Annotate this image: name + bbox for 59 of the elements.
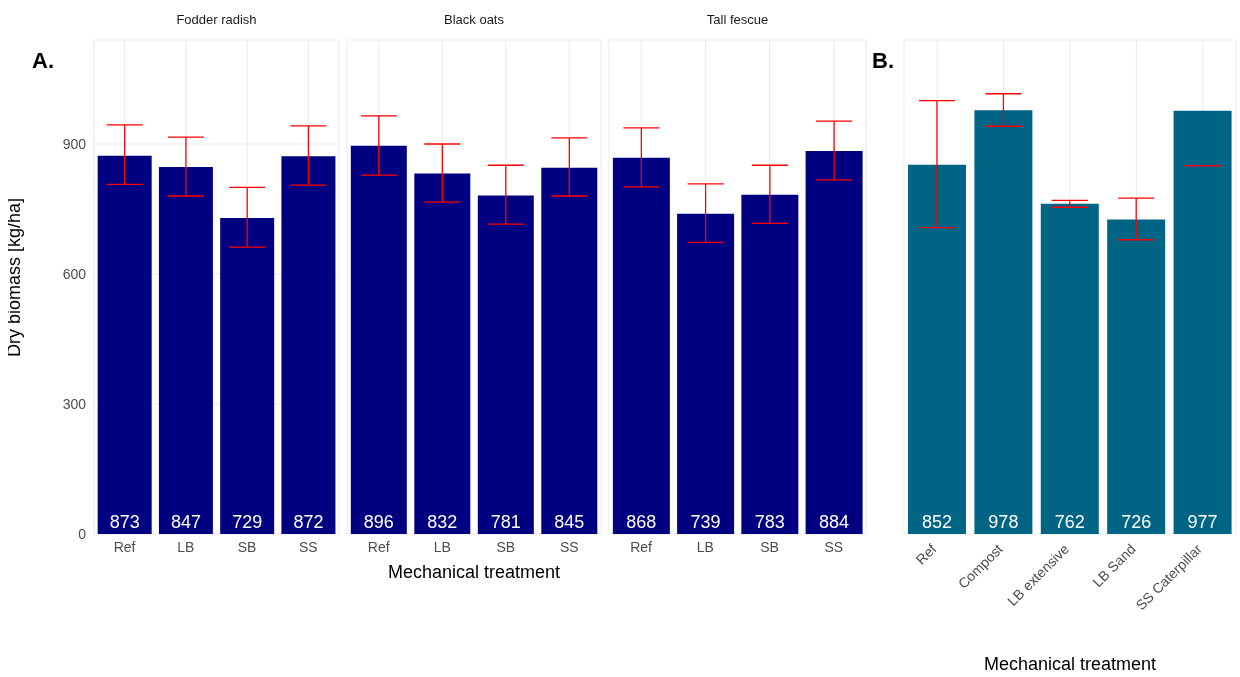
text: A.	[32, 48, 54, 74]
x-axis-title: Mechanical treatment	[387, 562, 561, 582]
chart-title: Fodder radish	[175, 12, 258, 27]
y-tick-label: 0	[78, 525, 87, 542]
data-label: 872	[293, 512, 324, 532]
y-tick-label: 600	[62, 265, 87, 282]
x-tick-label: LB	[433, 538, 451, 555]
x-tick-label: SB	[760, 538, 779, 555]
x-tick-label: SS	[824, 538, 844, 555]
data-label: 896	[363, 512, 394, 532]
y-tick-label: 900	[62, 135, 87, 152]
data-label: 977	[1187, 512, 1218, 532]
chart-title: Tall fescue	[705, 12, 770, 27]
data-label: 868	[626, 512, 657, 532]
x-tick-label: Ref	[367, 538, 390, 555]
x-axis-title: Mechanical treatment	[983, 654, 1157, 674]
bar	[350, 145, 407, 534]
bar	[1107, 219, 1166, 534]
data-label: 873	[109, 512, 140, 532]
bar	[158, 166, 213, 534]
x-tick-label: SB	[496, 538, 516, 555]
bar	[541, 167, 598, 534]
x-tick-label: SS	[299, 538, 318, 555]
y-axis-title: Dry biomass [kg/ha]	[4, 197, 25, 357]
x-tick-label: SS	[559, 538, 579, 555]
bar	[281, 156, 336, 534]
x-tick-label: Ref	[912, 540, 940, 568]
x-tick-label: Ref	[113, 538, 136, 555]
data-label: 739	[690, 512, 721, 532]
chart-title: Black oats	[443, 12, 505, 27]
x-tick-label: SB	[237, 538, 257, 555]
data-label: 845	[554, 512, 585, 532]
bar	[805, 150, 863, 534]
text: B.	[872, 48, 894, 74]
data-label: 781	[490, 512, 521, 532]
data-label: 832	[427, 512, 458, 532]
y-tick-label: 300	[62, 395, 87, 412]
data-label: 729	[232, 512, 263, 532]
bar	[477, 195, 534, 534]
bar	[414, 173, 471, 534]
data-label: 884	[819, 512, 850, 532]
bar	[677, 213, 735, 534]
bar	[741, 194, 799, 534]
bar	[907, 164, 966, 534]
data-label: 783	[754, 512, 785, 532]
data-label: 762	[1054, 512, 1085, 532]
bar	[1173, 110, 1232, 534]
data-label: 978	[988, 512, 1019, 532]
bar	[220, 218, 275, 534]
x-tick-label: LB	[177, 538, 195, 555]
x-tick-label: LB	[696, 538, 714, 555]
bar	[974, 110, 1033, 534]
bar	[1040, 203, 1099, 534]
bar	[97, 155, 152, 534]
data-label: 726	[1121, 512, 1152, 532]
data-label: 852	[921, 512, 953, 532]
data-label: 847	[170, 512, 201, 532]
bar	[612, 157, 670, 534]
x-tick-label: Ref	[630, 538, 653, 555]
